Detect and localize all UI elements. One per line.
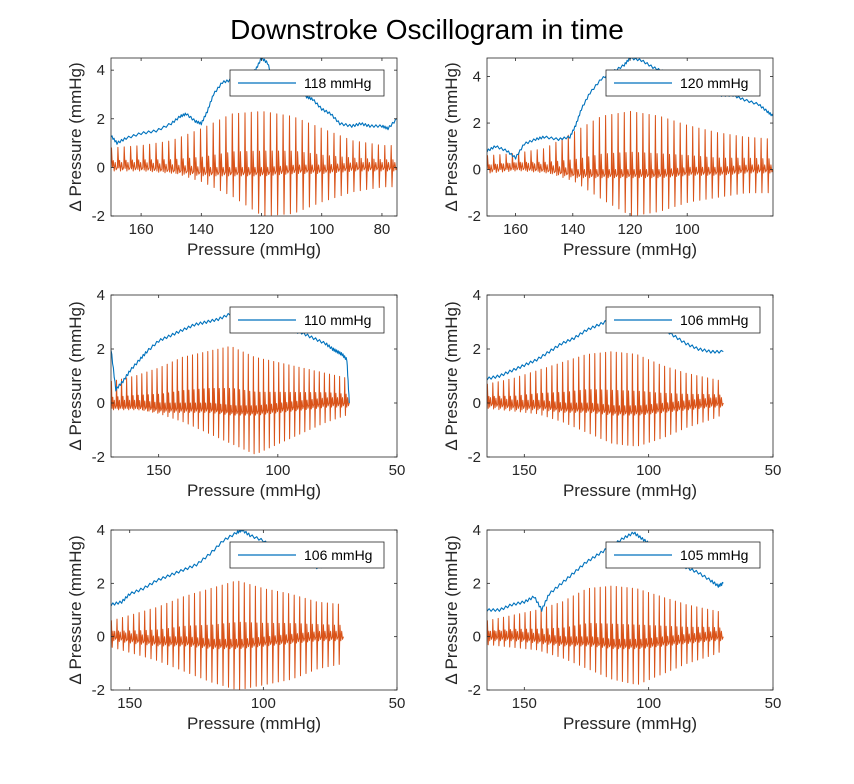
x-tick-label: 50 (389, 462, 406, 479)
x-axis-label: Pressure (mmHg) (563, 240, 697, 259)
x-tick-label: 100 (265, 462, 290, 479)
oscillation-line (487, 110, 773, 216)
legend-box (229, 69, 385, 97)
oscillation-line (111, 111, 397, 216)
legend: 120 mmHg (605, 69, 761, 97)
legend-label: 105 mmHg (680, 547, 748, 563)
x-axis-label: Pressure (mmHg) (187, 481, 321, 500)
y-tick-label: 2 (473, 341, 481, 358)
y-axis-label: Δ Pressure (mmHg) (66, 301, 85, 450)
x-tick-label: 50 (389, 695, 406, 712)
y-tick-label: 0 (97, 159, 105, 176)
subplot-4: 150 100 50 -2 0 2 4 Pressure (mmHg) Δ Pressure (… (442, 287, 781, 500)
x-axis-label: Pressure (mmHg) (187, 714, 321, 733)
y-tick-label: 2 (473, 115, 481, 132)
subplot-2: 160 140 120 100 -2 0 2 4 Pressure (mmHg) Δ Pressu… (442, 57, 774, 259)
x-axis-label: Pressure (mmHg) (563, 714, 697, 733)
oscillation-line (111, 580, 344, 690)
y-tick-label: -2 (92, 682, 105, 699)
y-tick-label: -2 (92, 449, 105, 466)
legend-label: 118 mmHg (304, 75, 371, 91)
y-tick-label: 4 (473, 522, 481, 539)
y-tick-label: 0 (97, 629, 105, 646)
x-tick-label: 140 (189, 221, 214, 238)
oscillation-line (487, 351, 724, 447)
x-tick-label: 120 (617, 221, 642, 238)
x-tick-label: 100 (636, 695, 661, 712)
y-axis-label: Δ Pressure (mmHg) (66, 62, 85, 211)
y-tick-label: 2 (97, 111, 105, 128)
x-tick-label: 100 (636, 462, 661, 479)
y-tick-label: -2 (468, 208, 481, 225)
x-tick-label: 150 (512, 695, 537, 712)
y-tick-label: 0 (473, 395, 481, 412)
subplot-3: 150 100 50 -2 0 2 4 Pressure (mmHg) Δ Pressure (… (66, 287, 405, 500)
legend: 110 mmHg (229, 306, 385, 334)
axes-box (110, 294, 398, 458)
legend-label: 106 mmHg (680, 312, 748, 328)
y-tick-label: -2 (468, 682, 481, 699)
y-tick-label: 2 (473, 575, 481, 592)
axes-box (486, 529, 774, 691)
x-tick-label: 150 (146, 462, 171, 479)
oscillation-line (487, 585, 724, 685)
axes-box (486, 294, 774, 458)
y-tick-label: 4 (97, 287, 105, 304)
subplot-5: 150 100 50 -2 0 2 4 Pressure (mmHg) Δ Pressure (… (66, 522, 405, 733)
x-tick-label: 150 (512, 462, 537, 479)
y-tick-label: 0 (473, 162, 481, 179)
y-tick-label: -2 (468, 449, 481, 466)
legend: 106 mmHg (605, 306, 761, 334)
y-tick-label: 0 (473, 629, 481, 646)
x-tick-label: 120 (249, 221, 274, 238)
x-tick-label: 50 (765, 462, 782, 479)
envelope-line (487, 309, 724, 381)
x-tick-label: 160 (503, 221, 528, 238)
y-axis-label: Δ Pressure (mmHg) (442, 301, 461, 450)
y-tick-label: 2 (97, 575, 105, 592)
legend: 118 mmHg (229, 69, 385, 97)
x-tick-label: 100 (251, 695, 276, 712)
x-axis-label: Pressure (mmHg) (187, 240, 321, 259)
axes-box (110, 529, 398, 691)
legend-label: 106 mmHg (304, 547, 372, 563)
x-tick-label: 100 (309, 221, 334, 238)
plot-lines (487, 309, 724, 447)
y-tick-label: 4 (97, 522, 105, 539)
legend-label: 110 mmHg (304, 312, 371, 328)
figure-title: Downstroke Oscillogram in time (230, 14, 624, 45)
y-tick-label: 2 (97, 341, 105, 358)
subplot-6: 150 100 50 -2 0 2 4 Pressure (mmHg) Δ Pressure (… (442, 522, 781, 733)
x-tick-label: 160 (129, 221, 154, 238)
y-axis-label: Δ Pressure (mmHg) (442, 62, 461, 211)
y-tick-label: 4 (473, 287, 481, 304)
axes-box (110, 57, 398, 217)
legend: 106 mmHg (229, 541, 385, 569)
y-axis-label: Δ Pressure (mmHg) (66, 535, 85, 684)
x-tick-label: 140 (560, 221, 585, 238)
x-axis-label: Pressure (mmHg) (563, 481, 697, 500)
legend: 105 mmHg (605, 541, 761, 569)
y-axis-label: Δ Pressure (mmHg) (442, 535, 461, 684)
subplot-1: 160 140 120 100 80 -2 0 2 4 Pressure (mmHg) Δ Pres… (66, 57, 398, 259)
y-tick-label: 4 (97, 62, 105, 79)
oscillation-line (111, 346, 350, 455)
x-tick-label: 100 (675, 221, 700, 238)
legend-label: 120 mmHg (680, 75, 748, 91)
x-tick-label: 80 (374, 221, 391, 238)
y-tick-label: 0 (97, 395, 105, 412)
x-tick-label: 50 (765, 695, 782, 712)
y-tick-label: -2 (92, 208, 105, 225)
y-tick-label: 4 (473, 69, 481, 86)
x-tick-label: 150 (117, 695, 142, 712)
